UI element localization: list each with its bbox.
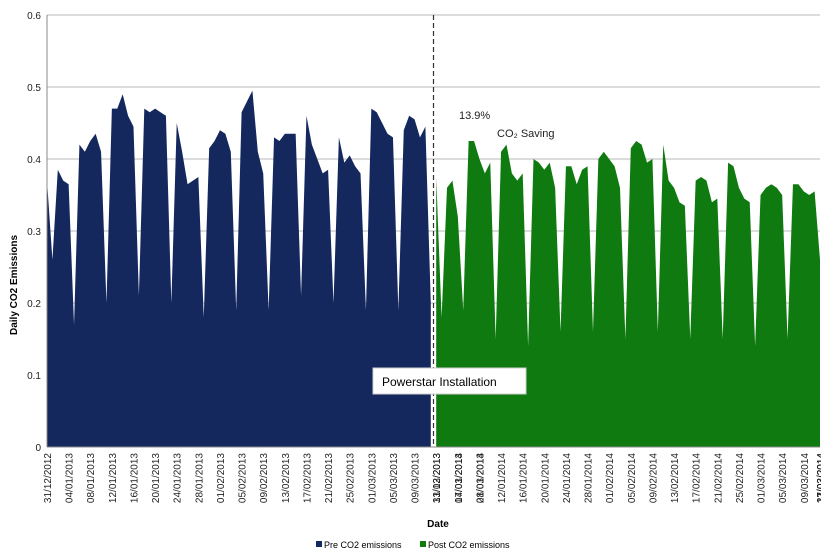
installation-callout-box [372,367,527,395]
pre-co2-emissions-area [47,90,431,447]
y-tick-label: 0 [35,443,41,454]
x-tick-label: 31/12/2013 [432,453,443,503]
x-tick-label: 13/02/2013 [281,453,292,503]
x-tick-label: 28/01/2013 [194,453,205,503]
x-tick-label: 13/03/2014 [816,453,821,503]
x-tick-label: 12/01/2014 [497,453,508,503]
y-tick-label: 0.6 [27,11,41,22]
x-tick-label: 17/03/2013 [454,453,465,503]
y-tick-label: 0.3 [27,227,41,238]
x-tick-label: 25/02/2013 [346,453,357,503]
legend-label-post: Post CO2 emissions [428,540,510,550]
x-tick-label: 05/02/2013 [238,453,249,503]
x-tick-label: 05/03/2013 [389,453,400,503]
y-tick-label: 0.5 [27,83,41,94]
x-tick-label: 08/01/2013 [86,453,97,503]
x-tick-label: 01/02/2013 [216,453,227,503]
x-tick-label: 21/02/2013 [324,453,335,503]
x-tick-label: 17/02/2013 [302,453,313,503]
x-tick-label: 04/01/2013 [65,453,76,503]
x-tick-label: 24/01/2014 [562,453,573,503]
x-axis-title: Date [427,519,449,530]
y-tick-label: 0.4 [27,155,41,166]
x-tick-label: 31/12/2012 [43,453,54,503]
y-axis-tick-labels: 0 0.1 0.2 0.3 0.4 0.5 0.6 [27,11,41,454]
x-tick-label: 01/03/2014 [757,453,768,503]
x-tick-label: 01/03/2013 [367,453,378,503]
x-tick-label: 21/03/2014 [816,453,821,503]
installation-callout-text: Powerstar Installation [382,375,497,389]
x-tick-label: 25/02/2014 [735,453,746,503]
y-tick-label: 0.2 [27,299,41,310]
x-tick-label: 13/02/2014 [670,453,681,503]
x-tick-label: 16/01/2014 [519,453,530,503]
installation-callout: Powerstar Installation [372,367,527,395]
x-tick-label: 09/02/2014 [648,453,659,503]
x-tick-label: 05/03/2014 [778,453,789,503]
legend-label-pre: Pre CO2 emissions [324,540,402,550]
x-tick-label: 28/01/2014 [584,453,595,503]
x-tick-label: 08/01/2014 [475,453,486,503]
legend: Pre CO2 emissions Post CO2 emissions [316,540,510,550]
x-tick-label: 09/03/2013 [411,453,422,503]
x-tick-label: 13/03/2013 [432,453,443,503]
x-tick-label: 09/02/2013 [259,453,270,503]
y-tick-label: 0.1 [27,371,41,382]
saving-percent-label: 13.9% [459,110,490,122]
x-tick-label: 05/02/2014 [627,453,638,503]
x-tick-label: 01/02/2014 [605,453,616,503]
x-tick-label: 20/01/2014 [540,453,551,503]
x-axis-tick-labels: 31/12/2012 04/01/2013 08/01/2013 12/01/2013… [43,453,821,503]
post-co2-emissions-area [436,141,820,447]
legend-swatch-post [420,541,426,547]
legend-swatch-pre [316,541,322,547]
x-tick-label: 09/03/2014 [800,453,811,503]
x-tick-label: 17/03/2014 [816,453,821,503]
x-tick-label: 24/01/2013 [173,453,184,503]
x-tick-label: 04/01/2014 [454,453,465,503]
y-axis-title: Daily CO2 Emissions [9,235,20,335]
x-tick-label: 17/02/2014 [692,453,703,503]
x-tick-label: 21/03/2013 [475,453,486,503]
saving-text-label: CO₂ Saving [497,128,554,140]
x-tick-label: 16/01/2013 [129,453,140,503]
x-tick-label: 21/02/2014 [713,453,724,503]
x-tick-label: 20/01/2013 [151,453,162,503]
x-tick-label: 12/01/2013 [108,453,119,503]
